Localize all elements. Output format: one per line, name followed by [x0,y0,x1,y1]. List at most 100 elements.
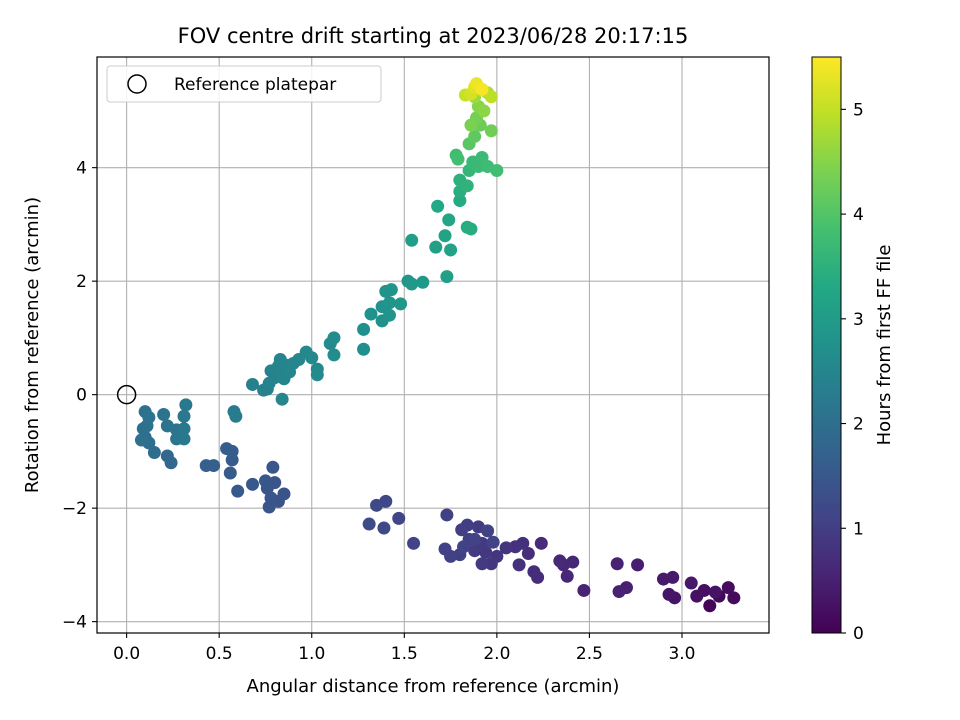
data-point [262,500,276,514]
data-point [407,536,421,550]
data-point [394,297,408,311]
data-point [468,532,482,546]
chart-title: FOV centre drift starting at 2023/06/28 … [178,24,689,48]
data-point [147,446,161,460]
colorbar-frame [811,56,842,634]
data-point [490,163,504,177]
x-tick-label: 1.0 [298,644,325,664]
x-tick-label: 0.5 [206,644,233,664]
reference-point-marker [116,384,137,405]
data-point [246,477,260,491]
data-point [134,433,148,447]
data-point [457,540,471,554]
colorbar-tick-label: 5 [853,100,864,120]
data-point [266,460,280,474]
data-point [199,459,213,473]
data-point [246,377,260,391]
data-point [384,283,398,297]
y-axis: −4 −2 0 2 4 [62,159,97,633]
data-point [631,558,645,572]
data-point [708,585,722,599]
data-point [464,118,478,132]
y-tick-label: 0 [76,386,87,406]
data-point [370,498,384,512]
data-point [258,474,272,488]
data-point [310,368,324,382]
data-point [177,409,191,423]
legend-box [106,65,382,103]
data-point [610,557,624,571]
y-axis-label: Rotation from reference (arcmin) [22,197,43,493]
data-point [484,90,498,104]
data-point [460,179,474,193]
colorbar-label: Hours from first FF file [874,245,895,446]
data-point [560,569,574,583]
data-point [534,536,548,550]
x-tick-label: 1.5 [391,644,418,664]
data-point [438,229,452,243]
data-point [305,351,319,365]
data-point [392,511,406,525]
data-point [464,222,478,236]
data-point [362,517,376,531]
data-point [220,442,234,456]
data-point [440,270,454,284]
grid [97,57,769,633]
data-point [499,541,513,555]
data-point [481,524,495,538]
data-point [484,557,498,571]
colorbar-tick-label: 4 [853,205,864,225]
data-point [612,585,626,599]
colorbar-tick-label: 3 [853,310,864,330]
colorbar-gradient [812,57,841,633]
data-point [662,587,676,601]
data-point [160,449,174,463]
legend: Reference platepar [106,65,382,103]
data-point [438,542,452,556]
y-tick-label: −4 [62,613,87,633]
x-axis-label: Angular distance from reference (arcmin) [247,676,620,697]
x-axis: 0.0 0.5 1.0 1.5 2.0 2.5 3.0 [113,633,696,664]
data-point [475,557,489,571]
data-point [512,558,526,572]
data-point [477,104,491,118]
y-tick-label: 4 [76,159,87,179]
data-point [527,565,541,579]
data-point [275,392,289,406]
data-points [134,77,741,613]
legend-label: Reference platepar [174,75,336,95]
data-point [179,398,193,412]
data-point [429,240,443,254]
data-point [703,599,717,613]
data-point [364,307,378,321]
data-point [553,554,567,568]
data-point [727,591,741,605]
data-point [656,572,670,586]
data-point [444,243,458,257]
data-point [431,199,445,213]
colorbar-ticks: 0 1 2 3 4 5 [841,100,864,644]
x-tick-label: 3.0 [668,644,695,664]
data-point [577,583,591,597]
data-point [357,342,371,356]
data-point [142,410,156,424]
data-point [231,484,245,498]
data-point [484,124,498,138]
data-point [382,296,396,310]
data-point [327,348,341,362]
colorbar-tick-label: 0 [853,624,864,644]
y-tick-label: −2 [62,499,87,519]
colorbar: 0 1 2 3 4 5 Hours from first FF file [811,56,895,644]
data-point [440,508,454,522]
data-point [177,432,191,446]
data-point [405,233,419,247]
x-tick-label: 0.0 [113,644,140,664]
plot-frame [96,56,770,634]
data-point [684,576,698,590]
data-point [223,466,237,480]
data-point [229,409,243,423]
x-tick-label: 2.5 [576,644,603,664]
data-point [486,535,500,549]
x-tick-label: 2.0 [483,644,510,664]
